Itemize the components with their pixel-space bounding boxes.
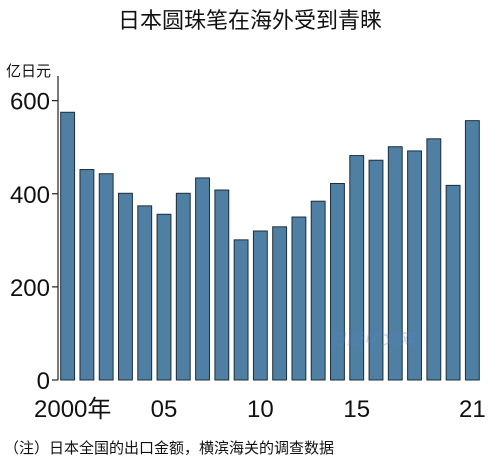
bar-2004 (137, 205, 153, 381)
bar-2008 (214, 189, 230, 381)
x-tick-label: 05 (151, 396, 178, 423)
bar-2020 (445, 184, 461, 381)
y-tick-label: 200 (10, 275, 50, 302)
bar-2005 (156, 213, 172, 381)
bar-2010 (252, 230, 268, 381)
bar-2012 (291, 216, 307, 381)
bar-2021 (464, 120, 480, 381)
bar-2016 (368, 159, 384, 381)
y-tick-label: 400 (10, 182, 50, 209)
x-tick-label: 15 (343, 396, 370, 423)
bar-2002 (98, 173, 114, 381)
y-tick-label: 0 (37, 368, 50, 395)
watermark-logo: 日经中文网 (330, 330, 416, 349)
x-tick-label: 21 (459, 396, 486, 423)
bar-2019 (426, 138, 442, 381)
chart-title: 日本圆珠笔在海外受到青睐 (117, 9, 382, 34)
x-tick-label: 2000年 (34, 396, 111, 423)
bar-2018 (407, 150, 422, 381)
bar-2006 (175, 192, 191, 381)
bar-2015 (349, 155, 365, 381)
bar-2009 (233, 239, 249, 381)
y-tick-label: 600 (10, 89, 50, 116)
bar-2001 (79, 169, 95, 381)
bar-2003 (118, 192, 133, 381)
x-tick-label: 10 (247, 396, 274, 423)
bar-2017 (387, 146, 403, 381)
bar-2013 (310, 200, 326, 381)
source-note: （注）日本全国的出口金额，横滨海关的调查数据 (4, 439, 335, 457)
bar-2000 (60, 111, 76, 381)
y-axis-unit-label: 亿日元 (6, 62, 52, 80)
bar-2011 (272, 226, 288, 381)
bar-2014 (330, 183, 345, 381)
bar-2007 (195, 177, 210, 381)
